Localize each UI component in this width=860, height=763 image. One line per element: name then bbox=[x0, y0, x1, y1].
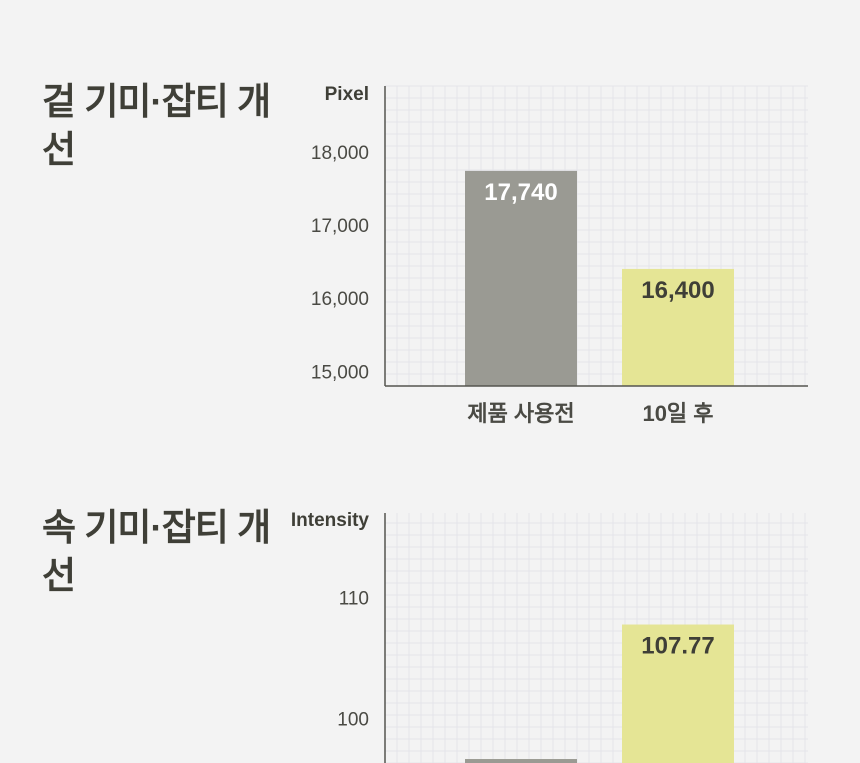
chart1-y-tick-label: 16,000 bbox=[311, 289, 369, 310]
chart2-y-axis-label: Intensity bbox=[291, 510, 370, 531]
chart2-bar-0 bbox=[465, 759, 577, 763]
chart2-y-tick-label: 110 bbox=[339, 589, 369, 610]
chart1-svg: 17,740 제품 사용전 16,400 10일 후 15,000 16,000 17,00… bbox=[311, 84, 808, 426]
chart1-y-axis-label: Pixel bbox=[325, 84, 369, 105]
chart1-y-tick-label: 15,000 bbox=[311, 362, 369, 383]
chart1-title: 겉 기미·잡티 개선 bbox=[42, 81, 271, 170]
chart1-bar-0 bbox=[465, 170, 577, 386]
chart2-bar-1 bbox=[622, 624, 734, 763]
chart2-y-tick-label: 100 bbox=[337, 709, 369, 730]
chart1-category-label-0: 제품 사용전 bbox=[467, 401, 574, 426]
chart1-bar-value-label-0: 17,740 bbox=[484, 179, 557, 206]
chart1-y-tick-label: 18,000 bbox=[311, 143, 369, 164]
chart1-category-label-1: 10일 후 bbox=[642, 401, 713, 426]
chart2-bar-value-label-1: 107.77 bbox=[641, 633, 714, 660]
chart1-bar-value-label-1: 16,400 bbox=[641, 277, 714, 304]
chart2-grid bbox=[385, 513, 808, 763]
chart1-y-tick-label: 17,000 bbox=[311, 216, 369, 237]
chart1-bar-1 bbox=[622, 268, 734, 386]
chart2-title: 속 기미·잡티 개선 bbox=[42, 507, 271, 596]
